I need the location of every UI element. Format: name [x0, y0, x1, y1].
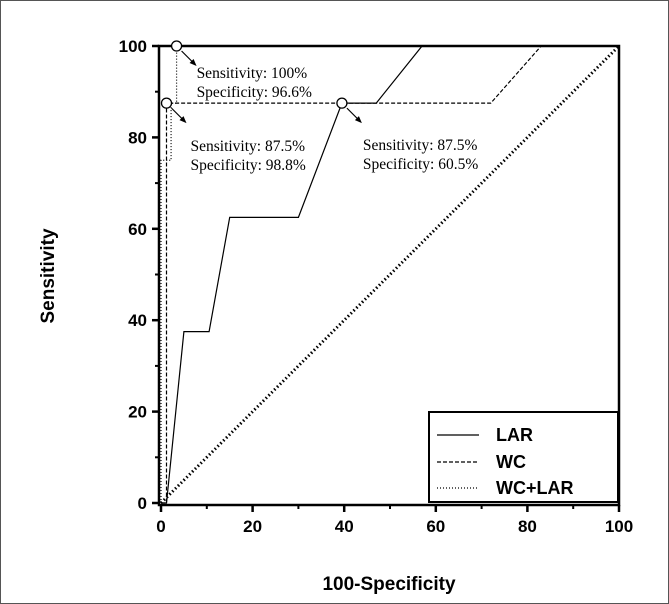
y-tick-label: 40 — [128, 311, 147, 330]
annotation-marker — [336, 97, 348, 109]
legend-label-lar: LAR — [496, 425, 533, 445]
marker-layer — [160, 40, 348, 109]
x-tick-label: 20 — [243, 517, 262, 536]
annotation-text: Specificity: 60.5% — [363, 156, 478, 173]
x-tick-label: 0 — [156, 517, 165, 536]
legend-label-wc-lar: WC+LAR — [496, 478, 574, 498]
annotation-text: Specificity: 98.8% — [190, 157, 305, 174]
series-line-wc — [161, 45, 619, 504]
series-line-lar — [161, 45, 619, 504]
annotation-arrowhead — [179, 116, 187, 124]
annotation-arrowhead — [189, 59, 197, 66]
annotation-marker — [160, 97, 173, 109]
legend-box — [428, 411, 619, 503]
y-axis-title: Sensitivity — [38, 228, 59, 323]
x-tick-label: 40 — [335, 517, 354, 536]
series-line-wc-lar — [160, 45, 619, 503]
x-tick-layer: 0 20 40 60 80 100 — [156, 505, 633, 536]
x-tick-label: 80 — [518, 517, 537, 536]
y-tick-label: 0 — [138, 494, 147, 513]
annotation-text: Sensitivity: 100% — [197, 65, 308, 82]
y-tick-layer: 0 20 40 60 80 100 — [119, 37, 159, 513]
y-tick-label: 20 — [128, 403, 147, 422]
annotation-marker — [170, 40, 183, 52]
series-layer — [160, 45, 619, 504]
annotation-arrowhead — [354, 116, 362, 124]
x-tick-label: 60 — [426, 517, 445, 536]
y-tick-label: 60 — [128, 220, 147, 239]
legend: LAR WC WC+LAR — [428, 411, 619, 503]
x-axis-title: 100-Specificity — [322, 574, 455, 595]
annotation-text: Sensitivity: 87.5% — [363, 137, 478, 154]
annotation-text: Specificity: 96.6% — [197, 84, 312, 101]
annotation-text: Sensitivity: 87.5% — [190, 138, 305, 155]
annotation-layer: Sensitivity: 100% Specificity: 96.6% Sensi… — [171, 50, 478, 174]
y-tick-label: 100 — [119, 37, 147, 56]
y-tick-label: 80 — [128, 128, 147, 147]
x-tick-label: 100 — [605, 517, 633, 536]
legend-label-wc: WC — [496, 452, 526, 472]
